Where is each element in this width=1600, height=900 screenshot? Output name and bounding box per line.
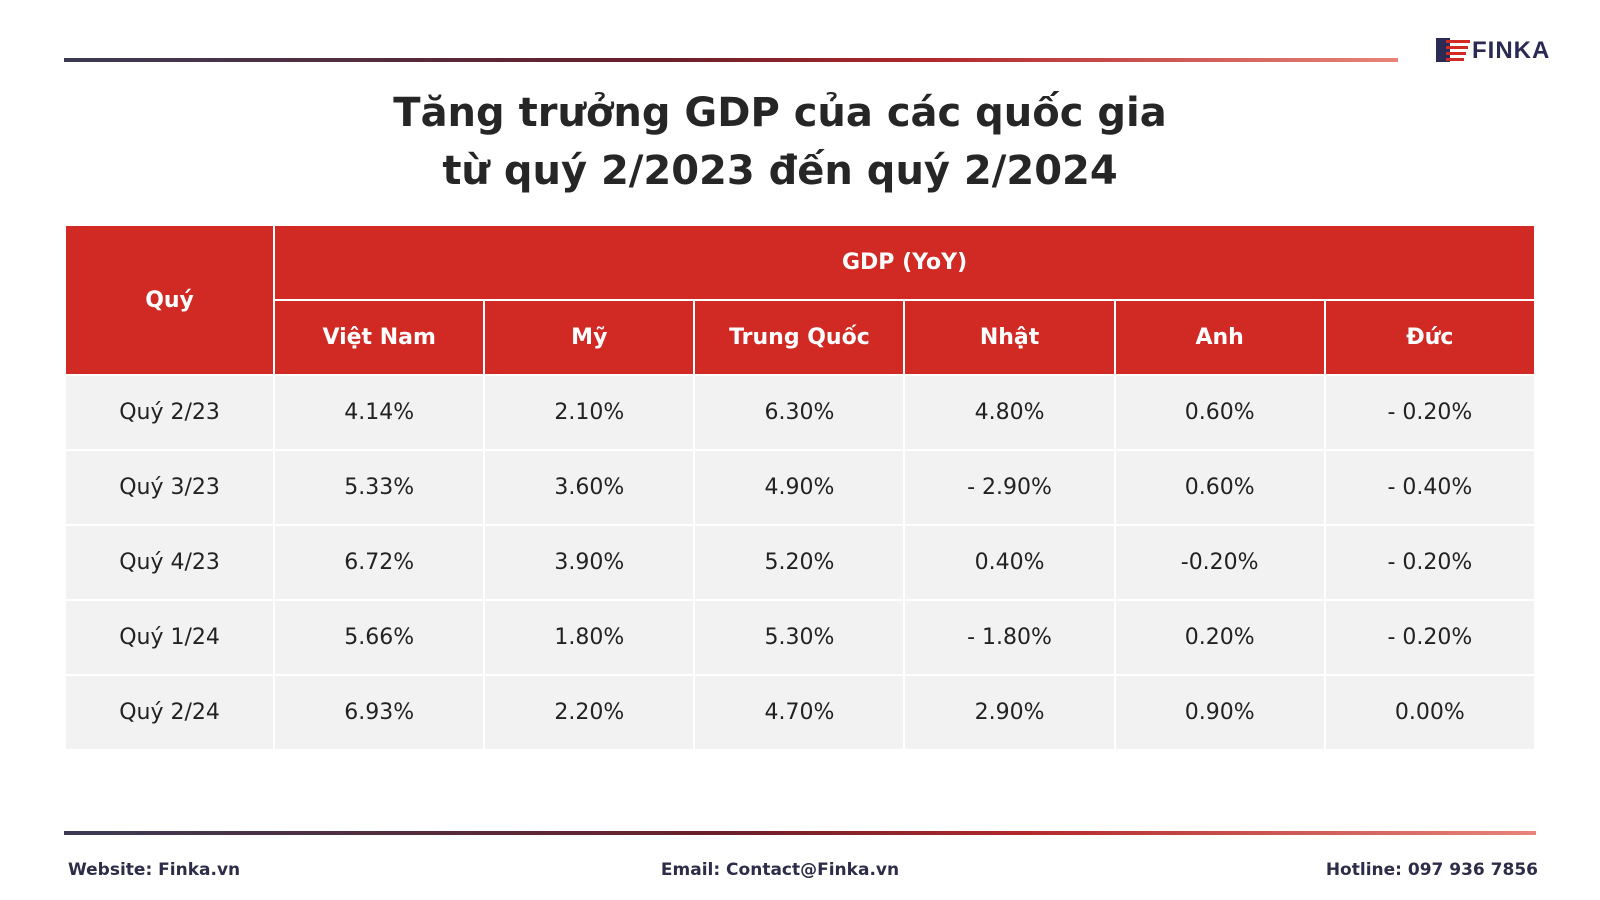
table-cell: 0.60% [1113,374,1326,451]
footer-email: Email: Contact@Finka.vn [660,860,900,880]
table-cell: 4.14% [273,374,486,451]
column-header-usa: Mỹ [483,299,696,376]
table-cell: 2.20% [483,674,696,751]
quarter-column-header: Quý [63,224,276,376]
finka-flag-icon [1436,38,1470,62]
table-row: Quý 3/23 5.33% 3.60% 4.90% - 2.90% 0.60%… [63,449,1537,526]
table-cell: 5.66% [273,599,486,676]
row-label: Quý 2/24 [63,674,276,751]
footer-website: Website: Finka.vn [68,860,241,880]
row-label: Quý 4/23 [63,524,276,601]
table-cell: 6.93% [273,674,486,751]
table-cell: - 0.20% [1323,374,1537,451]
table-row: Quý 4/23 6.72% 3.90% 5.20% 0.40% -0.20% … [63,524,1537,601]
footer-hotline: Hotline: 097 936 7856 [1325,860,1538,880]
table-row: Quý 2/24 6.93% 2.20% 4.70% 2.90% 0.90% 0… [63,674,1537,751]
column-header-china: Trung Quốc [693,299,906,376]
table-cell: 2.10% [483,374,696,451]
table-cell: - 0.40% [1323,449,1537,526]
column-header-uk: Anh [1113,299,1326,376]
table-row: Quý 2/23 4.14% 2.10% 6.30% 4.80% 0.60% -… [63,374,1537,451]
table-cell: 3.60% [483,449,696,526]
table-cell: - 0.20% [1323,599,1537,676]
column-header-japan: Nhật [903,299,1116,376]
table-cell: 0.90% [1113,674,1326,751]
table-cell: - 2.90% [903,449,1116,526]
row-label: Quý 1/24 [63,599,276,676]
column-header-vietnam: Việt Nam [273,299,486,376]
table-cell: 3.90% [483,524,696,601]
logo-text: FINKA [1472,37,1551,64]
column-header-germany: Đức [1323,299,1537,376]
gdp-table: Quý GDP (YoY) Việt Nam Mỹ Trung Quốc Nhậ… [63,224,1537,751]
table-cell: 4.90% [693,449,906,526]
table-cell: 2.90% [903,674,1116,751]
table-cell: -0.20% [1113,524,1326,601]
table-row: Quý 1/24 5.66% 1.80% 5.30% - 1.80% 0.20%… [63,599,1537,676]
table-cell: - 0.20% [1323,524,1537,601]
table-cell: 5.30% [693,599,906,676]
table-cell: 0.40% [903,524,1116,601]
table-cell: 0.60% [1113,449,1326,526]
table-cell: 0.00% [1323,674,1537,751]
table-cell: 4.80% [903,374,1116,451]
table-cell: 4.70% [693,674,906,751]
finka-logo: FINKA [1436,34,1550,68]
title-line-2: từ quý 2/2023 đến quý 2/2024 [442,148,1118,194]
gdp-group-header: GDP (YoY) [273,224,1536,301]
title-line-1: Tăng trưởng GDP của các quốc gia [393,90,1167,136]
table-cell: - 1.80% [903,599,1116,676]
table-cell: 5.20% [693,524,906,601]
table-cell: 5.33% [273,449,486,526]
table-cell: 6.72% [273,524,486,601]
top-divider [64,58,1398,62]
table-cell: 0.20% [1113,599,1326,676]
bottom-divider [64,831,1536,835]
row-label: Quý 2/23 [63,374,276,451]
table-cell: 1.80% [483,599,696,676]
page-title: Tăng trưởng GDP của các quốc gia từ quý … [0,84,1560,200]
table-cell: 6.30% [693,374,906,451]
row-label: Quý 3/23 [63,449,276,526]
